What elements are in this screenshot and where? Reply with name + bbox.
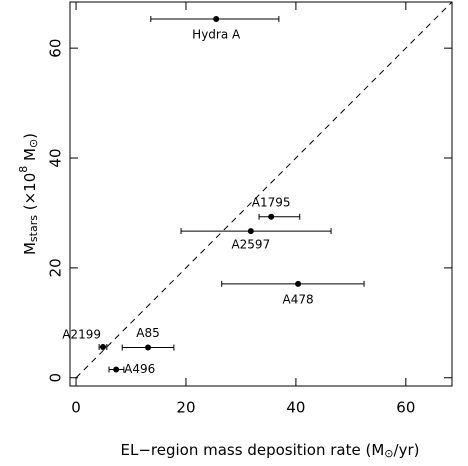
x-axis-label: EL−region mass deposition rate (M⊙/yr)	[121, 441, 420, 461]
x-label-part: EL−region mass deposition rate (M	[121, 441, 385, 459]
x-tick-label: 60	[396, 399, 415, 417]
point-label: A2199	[62, 327, 101, 341]
y-label-part: )	[21, 133, 39, 139]
point-label: A1795	[252, 195, 291, 209]
point	[99, 343, 106, 350]
x-tick-label: 40	[286, 399, 305, 417]
point	[113, 366, 120, 373]
point	[268, 213, 275, 220]
reference-line	[75, 1, 453, 379]
point	[295, 280, 302, 287]
point	[145, 344, 152, 351]
y-axis-label: Mstars (×108 M⊙)	[17, 133, 40, 255]
x-label-part: ⊙	[384, 447, 393, 460]
y-tick-label: 0	[47, 373, 65, 383]
point-label: A478	[283, 292, 314, 306]
point-label: A496	[124, 362, 155, 376]
point-label: Hydra A	[192, 28, 241, 42]
point-label: A2597	[231, 238, 270, 252]
y-label-part: M	[21, 242, 39, 255]
point	[213, 16, 220, 23]
point	[247, 228, 254, 235]
y-tick-label: 60	[47, 39, 65, 58]
y-label-part: M	[21, 148, 39, 166]
point-label: A85	[136, 326, 159, 340]
y-label-part: (×10	[21, 173, 39, 215]
y-label-part: ⊙	[27, 139, 40, 148]
x-label-part: /yr)	[394, 441, 420, 459]
plot-frame	[69, 1, 453, 387]
y-tick-label: 20	[47, 258, 65, 277]
y-tick-label: 40	[47, 148, 65, 167]
x-tick-label: 0	[71, 399, 81, 417]
x-tick-label: 20	[176, 399, 195, 417]
y-label-part: stars	[27, 215, 40, 242]
y-label-part: 8	[17, 166, 30, 173]
